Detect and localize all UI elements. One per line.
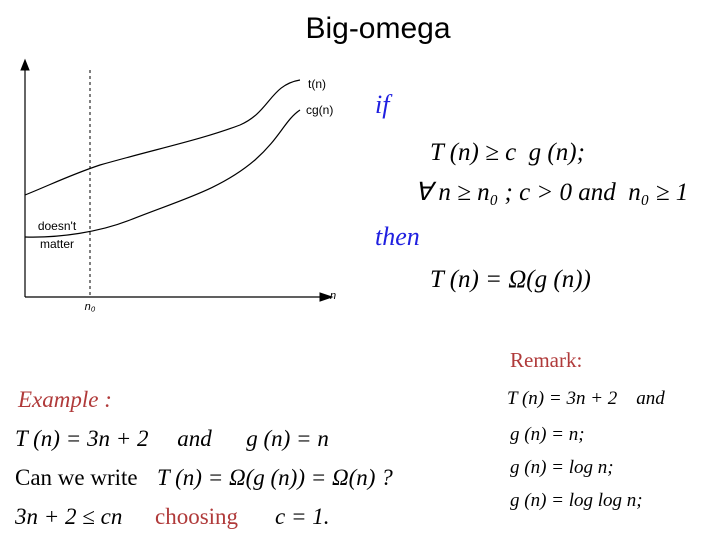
if-keyword: if xyxy=(375,90,393,119)
upper-curve xyxy=(24,79,301,196)
question: T (n) = Ω(g (n)) = Ω(n) ? xyxy=(157,465,393,490)
choice: c = 1. xyxy=(275,504,329,529)
conclusion: T (n) = Ω(g (n)) xyxy=(430,266,591,293)
example-heading: Example : xyxy=(17,387,112,412)
remark-heading: Remark: xyxy=(510,348,582,372)
y-arrow xyxy=(20,58,30,71)
upper-curve-label: t(n) xyxy=(308,77,326,91)
x-axis-label: n xyxy=(330,290,336,302)
x-arrow xyxy=(319,292,334,302)
remark-line: g (n) = n; xyxy=(510,424,585,445)
quantifier: ∀ n ≥ n₀ ; c > 0 and n₀ ≥ 1 xyxy=(415,179,688,206)
lower-curve-label: cg(n) xyxy=(306,103,333,117)
choosing: choosing xyxy=(155,504,239,529)
title: Big-omega xyxy=(305,12,450,45)
lower-curve xyxy=(24,109,301,238)
diagram xyxy=(20,58,334,302)
example-line: T (n) = 3n + 2 and g (n) = n xyxy=(15,426,329,451)
remark-line: g (n) = log n; xyxy=(510,457,614,478)
condition: T (n) ≥ c g (n); xyxy=(430,139,585,166)
inequality: 3n + 2 ≤ cn xyxy=(14,504,122,529)
remark-line: g (n) = log log n; xyxy=(510,490,643,511)
question-prefix: Can we write xyxy=(15,465,138,490)
threshold-label: n₀ xyxy=(85,301,96,313)
then-keyword: then xyxy=(375,222,420,251)
region-label: doesn't xyxy=(38,219,77,233)
region-label: matter xyxy=(40,237,74,251)
remark-line: T (n) = 3n + 2 and xyxy=(507,388,665,409)
